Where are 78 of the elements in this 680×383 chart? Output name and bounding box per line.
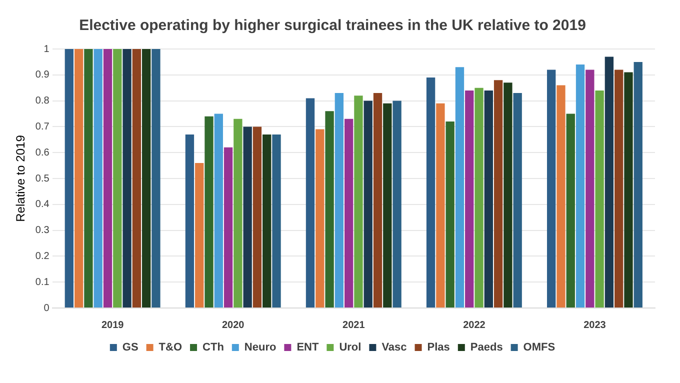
bar (316, 129, 324, 308)
bar (364, 100, 372, 308)
bar (243, 126, 252, 308)
bar (474, 88, 484, 308)
bar (504, 82, 512, 308)
legend-label: Urol (339, 342, 362, 354)
bar (306, 98, 315, 308)
bar (465, 90, 474, 308)
bar (344, 118, 354, 308)
x-tick-label: 2023 (584, 320, 606, 331)
bar (103, 49, 112, 308)
bar (325, 111, 334, 308)
bar (224, 147, 233, 308)
x-tick-label: 2021 (342, 320, 366, 331)
legend-label: T&O (158, 342, 182, 354)
y-tick-label: 0.8 (35, 96, 50, 107)
bar (634, 62, 642, 308)
bar (426, 77, 436, 308)
bar (214, 114, 223, 308)
bar (446, 122, 454, 308)
bar (436, 103, 445, 308)
legend-label: Paeds (470, 342, 503, 354)
bar (354, 96, 363, 308)
y-tick-label: 1 (44, 44, 50, 55)
x-tick-label: 2022 (463, 320, 486, 331)
bar (624, 72, 633, 308)
bar (455, 67, 464, 308)
y-tick-label: 0.6 (35, 147, 50, 158)
bar (204, 116, 214, 308)
bar (576, 64, 585, 308)
chart-title: Elective operating by higher surgical trainees in the UK relative to 2019 (79, 17, 586, 34)
bar (152, 49, 160, 308)
legend-label: OMFS (523, 342, 556, 354)
bar (195, 162, 204, 308)
bar (334, 93, 344, 308)
y-tick-label: 0.7 (35, 121, 50, 132)
bar (392, 100, 402, 308)
bar (556, 85, 566, 308)
bar (604, 56, 614, 308)
bar (513, 93, 522, 308)
y-tick-label: 0.9 (35, 70, 50, 81)
bar (132, 49, 142, 308)
y-tick-label: 0 (44, 302, 50, 314)
legend-label: Vasc (382, 342, 407, 354)
bar (234, 118, 242, 308)
y-tick-label: 0.3 (35, 225, 50, 236)
legend-label: Neuro (244, 342, 276, 354)
bar (272, 134, 281, 308)
y-tick-label: 0.5 (35, 173, 50, 184)
y-tick-label: 0.2 (35, 250, 50, 262)
bar (94, 49, 102, 308)
y-axis-title: Relative to 2019 (14, 134, 28, 222)
bar (595, 90, 604, 308)
y-tick-label: 0.1 (35, 276, 50, 288)
y-tick-label: 0.4 (35, 199, 50, 210)
x-tick-label: 2019 (101, 320, 124, 331)
x-tick-label: 2020 (222, 320, 245, 331)
bar (64, 49, 74, 308)
legend-label: ENT (296, 342, 319, 354)
legend-label: CTh (202, 342, 224, 354)
bar (252, 126, 262, 308)
bar (566, 114, 575, 308)
legend-label: Plas (427, 342, 450, 354)
bar (142, 49, 151, 308)
bar (383, 103, 392, 308)
bar (484, 90, 493, 308)
legend-label: GS (122, 342, 138, 354)
bar (122, 49, 132, 308)
bar (494, 80, 503, 308)
bar (74, 49, 84, 308)
bar (185, 134, 194, 308)
bar (546, 70, 556, 308)
bar (373, 93, 382, 308)
bar (113, 49, 122, 308)
bar (586, 70, 594, 308)
bar (84, 49, 93, 308)
bar (262, 134, 272, 308)
bar (614, 70, 624, 308)
